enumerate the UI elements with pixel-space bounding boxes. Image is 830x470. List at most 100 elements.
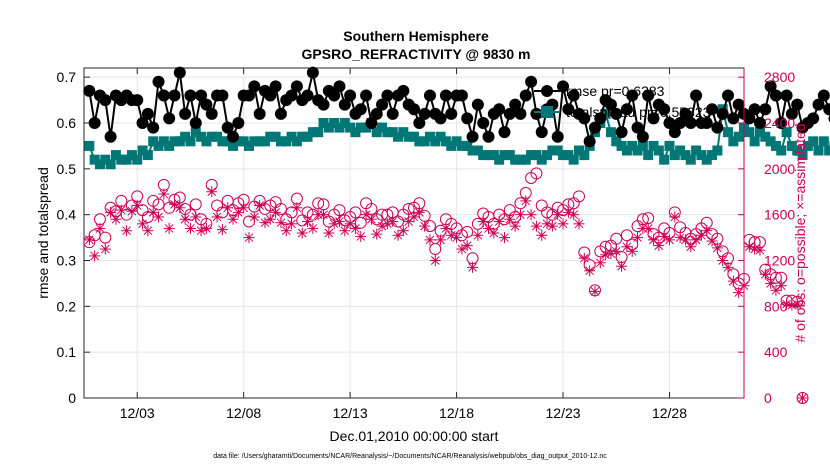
rmse-point bbox=[248, 80, 261, 93]
obs-assimilated-point bbox=[99, 243, 111, 255]
obs-assimilated-point bbox=[413, 206, 425, 218]
totalspread-point bbox=[190, 127, 201, 138]
totalspread-point bbox=[94, 159, 105, 170]
totalspread-point bbox=[643, 150, 654, 161]
totalspread-point bbox=[121, 154, 132, 165]
obs-possible-point bbox=[429, 243, 442, 256]
obs-assimilated-point bbox=[626, 245, 638, 257]
obs-assimilated-point bbox=[525, 209, 537, 221]
obs-possible-point bbox=[152, 198, 165, 211]
obs-possible-point bbox=[333, 204, 346, 217]
obs-assimilated-point bbox=[216, 224, 228, 236]
obs-assimilated-point bbox=[765, 277, 777, 289]
rmse-point bbox=[131, 94, 144, 107]
rmse-point bbox=[530, 107, 543, 120]
x-axis-label: Dec.01,2010 00:00:00 start bbox=[330, 428, 499, 444]
obs-possible-point bbox=[99, 231, 112, 244]
obs-assimilated-point bbox=[509, 220, 521, 232]
x-tick-label: 12/13 bbox=[333, 405, 368, 421]
obs-assimilated-point bbox=[424, 234, 436, 246]
rmse-point bbox=[423, 89, 436, 102]
rmse-point bbox=[243, 89, 255, 102]
rmse-point bbox=[157, 89, 170, 102]
totalspread-point bbox=[818, 136, 829, 147]
obs-assimilated-point bbox=[530, 220, 542, 232]
rmse-point bbox=[274, 107, 287, 120]
rmse-point bbox=[360, 89, 373, 102]
rmse-point bbox=[636, 130, 649, 143]
rmse-point bbox=[615, 126, 628, 139]
legend-spread-label: totalspread pr=0.55323 bbox=[566, 104, 711, 120]
totalspread-point bbox=[424, 131, 435, 142]
rmse-point bbox=[344, 89, 357, 102]
obs-assimilated-point bbox=[797, 392, 809, 404]
totalspread-point bbox=[781, 127, 792, 138]
chart-title: Southern Hemisphere bbox=[343, 28, 489, 44]
rmse-point bbox=[290, 80, 303, 93]
obs-assimilated-point bbox=[685, 241, 697, 253]
y-right-tick-label: 1600 bbox=[764, 207, 795, 223]
obs-assimilated-point bbox=[514, 209, 526, 221]
obs-assimilated-point bbox=[408, 211, 420, 223]
obs-assimilated-point bbox=[286, 218, 298, 230]
totalspread-point bbox=[169, 136, 180, 147]
obs-assimilated-point bbox=[238, 202, 250, 214]
obs-assimilated-point bbox=[584, 265, 596, 277]
obs-assimilated-point bbox=[573, 218, 585, 230]
y-right-tick-label: 1200 bbox=[764, 253, 795, 269]
obs-assimilated-point bbox=[280, 225, 292, 237]
totalspread-point bbox=[552, 145, 563, 156]
obs-assimilated-point bbox=[403, 216, 415, 228]
totalspread-point bbox=[132, 154, 143, 165]
obs-assimilated-point bbox=[131, 200, 143, 211]
totalspread-point bbox=[238, 136, 249, 147]
totalspread-point bbox=[393, 131, 404, 142]
y-right-tick-label: 2400 bbox=[764, 115, 795, 131]
rmse-point bbox=[610, 107, 623, 120]
obs-assimilated-point bbox=[642, 222, 654, 234]
totalspread-point bbox=[483, 150, 494, 161]
totalspread-point bbox=[339, 118, 350, 128]
obs-possible-point bbox=[349, 206, 362, 219]
totalspread-point bbox=[275, 136, 286, 147]
rmse-point bbox=[812, 98, 825, 111]
rmse-point bbox=[823, 103, 830, 116]
rmse-point bbox=[690, 89, 703, 102]
totalspread-point bbox=[510, 154, 521, 165]
obs-possible-point bbox=[530, 167, 543, 180]
totalspread-point bbox=[206, 131, 217, 142]
totalspread-point bbox=[440, 136, 451, 147]
legend: rmse pr=0.6383 totalspread pr=0.55323 bbox=[534, 83, 711, 120]
obs-assimilated-point bbox=[227, 213, 239, 225]
y-axis-label-left: rmse and totalspread bbox=[35, 167, 51, 299]
totalspread-point bbox=[116, 154, 127, 165]
totalspread-point bbox=[776, 145, 787, 156]
rmse-point bbox=[658, 103, 671, 116]
rmse-point bbox=[604, 98, 617, 111]
obs-assimilated-point bbox=[632, 232, 644, 244]
rmse-point bbox=[775, 117, 788, 129]
rmse-point bbox=[455, 89, 468, 102]
obs-assimilated-point bbox=[695, 229, 707, 241]
obs-assimilated-point bbox=[105, 206, 117, 218]
y-left-tick-label: 0.7 bbox=[57, 69, 77, 85]
rmse-point bbox=[232, 117, 245, 129]
totalspread-point bbox=[770, 140, 781, 151]
totalspread-point bbox=[137, 145, 148, 156]
totalspread-point bbox=[680, 150, 691, 161]
obs-assimilated-point bbox=[344, 218, 356, 230]
obs-assimilated-point bbox=[137, 218, 149, 230]
obs-assimilated-point bbox=[488, 227, 500, 239]
rmse-point bbox=[764, 80, 777, 93]
rmse-point bbox=[466, 130, 479, 143]
rmse-point bbox=[482, 130, 495, 143]
rmse-point bbox=[317, 98, 330, 111]
totalspread-point bbox=[180, 131, 191, 142]
totalspread-point bbox=[765, 136, 776, 147]
totalspread-point bbox=[659, 154, 670, 165]
totalspread-point bbox=[244, 140, 254, 151]
obs-assimilated-point bbox=[302, 216, 314, 228]
totalspread-point bbox=[515, 154, 526, 165]
obs-possible-point bbox=[312, 197, 325, 210]
legend-rmse-marker bbox=[541, 85, 553, 97]
